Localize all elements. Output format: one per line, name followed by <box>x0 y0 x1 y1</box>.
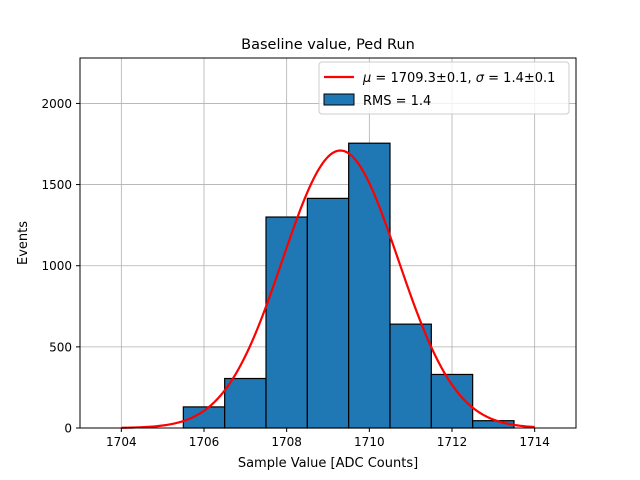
histogram-bar <box>348 142 391 429</box>
legend-sigma-symbol: σ <box>476 71 485 86</box>
legend-fit-label: μ = 1709.3±0.1, σ = 1.4±0.1 <box>362 71 555 86</box>
y-axis-label: Events <box>16 221 31 265</box>
legend-sigma-value: = 1.4±0.1 <box>484 71 555 86</box>
legend-histogram-label: RMS = 1.4 <box>363 94 431 109</box>
x-tick-label: 1704 <box>106 435 137 449</box>
x-tick-label: 1708 <box>271 435 302 449</box>
histogram-bar <box>389 323 432 429</box>
legend: μ = 1709.3±0.1, σ = 1.4±0.1 RMS = 1.4 <box>318 61 570 115</box>
x-tick-label: 1714 <box>519 435 550 449</box>
legend-mu-value: = 1709.3±0.1, <box>371 71 475 86</box>
y-tick-label: 1500 <box>41 178 72 192</box>
x-axis-ticks: 1704 1706 1708 1710 1712 1714 <box>106 428 550 449</box>
legend-mu-symbol: μ <box>362 71 371 86</box>
y-tick-label: 2000 <box>41 97 72 111</box>
histogram-bars <box>182 142 515 429</box>
chart-title: Baseline value, Ped Run <box>241 37 415 53</box>
y-tick-label: 0 <box>64 422 72 436</box>
histogram-bar <box>224 377 267 429</box>
y-axis-ticks: 0 500 1000 1500 2000 <box>41 97 80 436</box>
y-tick-label: 500 <box>49 340 72 354</box>
axes-frame <box>79 57 577 429</box>
histogram-bar <box>306 197 350 429</box>
gaussian-fit-curve <box>121 149 535 429</box>
x-tick-label: 1712 <box>437 435 468 449</box>
legend-box <box>318 61 570 115</box>
x-tick-label: 1710 <box>354 435 385 449</box>
legend-histogram-swatch <box>323 93 355 106</box>
x-axis-label: Sample Value [ADC Counts] <box>238 456 418 471</box>
y-tick-label: 1000 <box>41 259 72 273</box>
x-tick-label: 1706 <box>189 435 220 449</box>
